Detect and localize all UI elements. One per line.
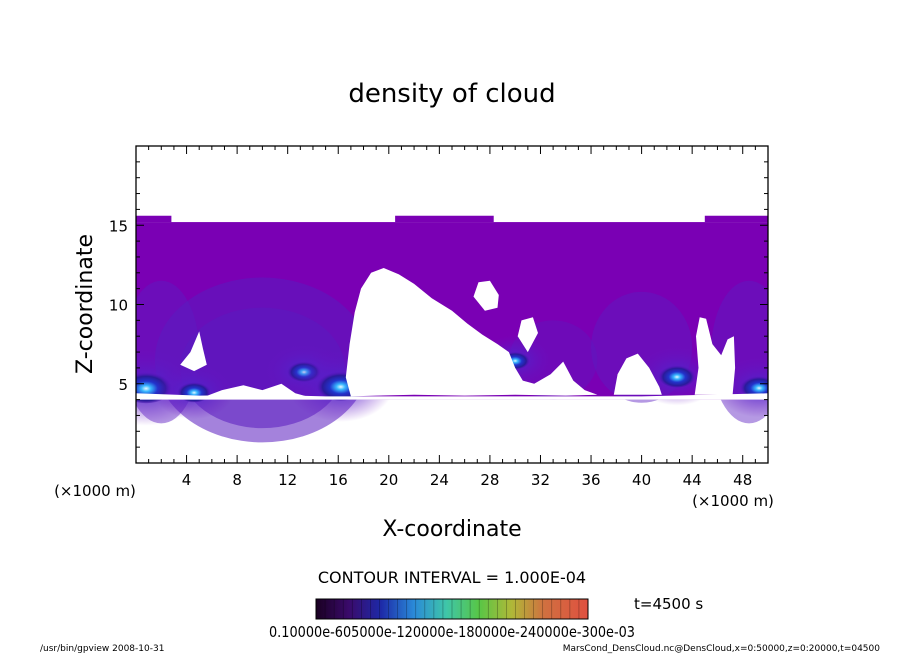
x-tick-label: 36 (581, 471, 600, 489)
contour-field (136, 215, 768, 443)
density-maximum (739, 374, 768, 399)
x-tick-label: 28 (480, 471, 499, 489)
cloud-top-bump (704, 215, 768, 223)
y-tick-label: 15 (109, 217, 128, 235)
clear-region (517, 317, 538, 353)
chart-title: density of cloud (348, 79, 555, 109)
clear-region (473, 280, 499, 311)
clear-region (694, 317, 736, 395)
contour-interval: CONTOUR INTERVAL = 1.000E-04 (318, 568, 586, 587)
y-tick-label: 5 (118, 376, 128, 394)
cloud-top-bump (395, 215, 494, 223)
x-tick-label: 40 (632, 471, 651, 489)
footer-left: /usr/bin/gpview 2008-10-31 (40, 644, 164, 654)
footer-right: MarsCond_DensCloud.nc@DensCloud,x=0:5000… (563, 644, 880, 654)
x-tick-label: 44 (683, 471, 702, 489)
x-tick-label: 16 (329, 471, 348, 489)
time-label: t=4500 s (634, 595, 703, 613)
clear-region (136, 393, 768, 400)
clear-region (205, 383, 307, 397)
y-axis-label: Z-coordinate (73, 234, 98, 374)
x-unit-label: (×1000 m) (692, 492, 774, 510)
colorbar (315, 598, 589, 620)
clear-region (345, 268, 598, 397)
x-tick-label: 4 (182, 471, 192, 489)
x-tick-label: 24 (430, 471, 449, 489)
colorbar-labels: 0.10000e-605000e-120000e-180000e-240000e… (269, 623, 635, 641)
x-tick-label: 32 (531, 471, 550, 489)
z-unit-label: (×1000 m) (54, 482, 136, 500)
x-tick-label: 48 (733, 471, 752, 489)
x-tick-label: 20 (379, 471, 398, 489)
x-tick-label: 12 (278, 471, 297, 489)
y-tick-label: 10 (109, 297, 128, 315)
cloud-top-bump (136, 215, 172, 223)
clear-region (180, 331, 207, 372)
clear-region (613, 353, 662, 395)
colorbar-ticks (324, 599, 580, 619)
x-axis-label: X-coordinate (382, 517, 521, 542)
density-maximum (658, 364, 696, 388)
x-tick-label: 8 (232, 471, 242, 489)
